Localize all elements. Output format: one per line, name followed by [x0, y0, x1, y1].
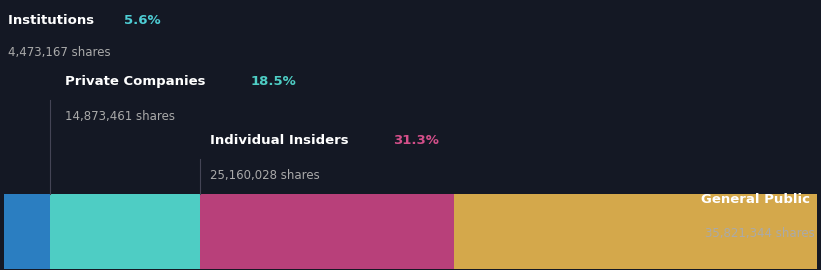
- Text: 44.6%: 44.6%: [768, 193, 814, 206]
- Text: Institutions: Institutions: [8, 14, 99, 26]
- Text: 25,160,028 shares: 25,160,028 shares: [209, 168, 319, 182]
- Bar: [4, 194, 49, 269]
- Text: Private Companies: Private Companies: [65, 75, 210, 88]
- Bar: [454, 194, 817, 269]
- Bar: [49, 194, 200, 269]
- Text: 31.3%: 31.3%: [392, 134, 438, 147]
- Text: 14,873,461 shares: 14,873,461 shares: [65, 110, 175, 123]
- Text: 35,821,344 shares: 35,821,344 shares: [704, 227, 814, 240]
- Text: Individual Insiders: Individual Insiders: [209, 134, 353, 147]
- Text: 5.6%: 5.6%: [124, 14, 161, 26]
- Bar: [200, 194, 454, 269]
- Text: 18.5%: 18.5%: [250, 75, 296, 88]
- Text: 4,473,167 shares: 4,473,167 shares: [8, 46, 111, 59]
- Text: General Public: General Public: [701, 193, 814, 206]
